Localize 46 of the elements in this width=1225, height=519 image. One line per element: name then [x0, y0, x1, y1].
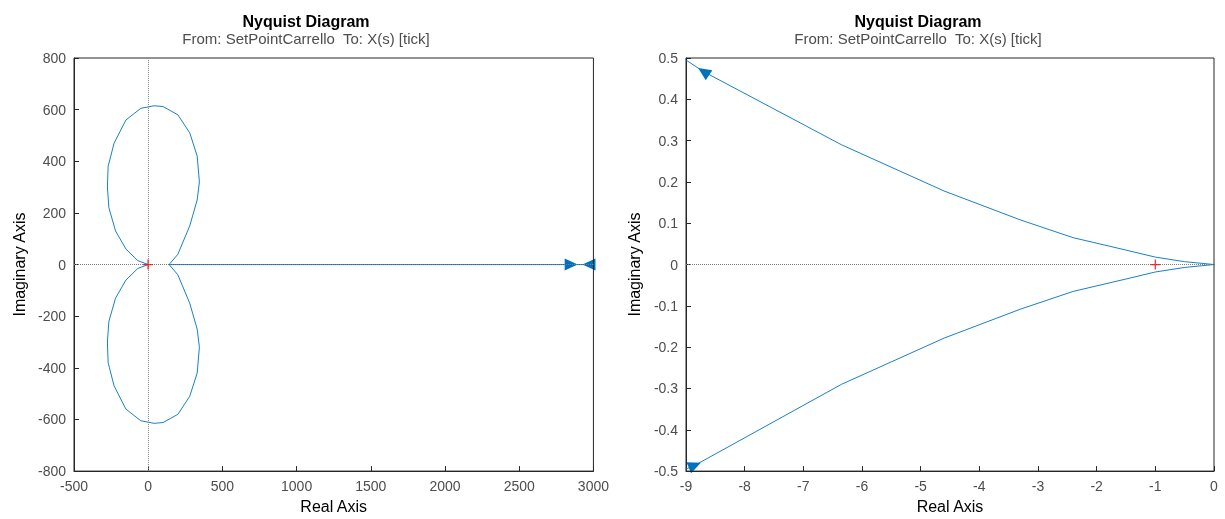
y-tick-label: 200: [42, 204, 67, 221]
y-tick-label: 0.4: [658, 91, 679, 108]
y-tick-label: -0.2: [653, 339, 679, 356]
y-tick-label: -0.3: [653, 380, 679, 397]
x-tick-label: 2500: [503, 478, 535, 495]
x-tick-label: -6: [855, 478, 869, 495]
chart-title: Nyquist Diagram: [242, 12, 370, 30]
x-tick-label: -9: [679, 478, 693, 495]
y-tick-label: 600: [42, 101, 67, 118]
y-tick-label: -200: [37, 308, 67, 325]
x-axis-title: Real Axis: [916, 497, 984, 515]
y-tick-label: 0.2: [658, 173, 679, 190]
y-tick-label: -0.5: [653, 463, 679, 480]
y-tick-label: -800: [37, 463, 67, 480]
x-tick-label: -4: [973, 478, 986, 495]
y-tick-label: -0.4: [653, 421, 679, 438]
y-axis-title: Imaginary Axis: [10, 212, 28, 317]
chart-subtitle: From: SetPointCarrello To: X(s) [tick]: [182, 30, 430, 47]
y-tick-label: 800: [42, 50, 67, 66]
x-tick-label: 2000: [429, 478, 461, 495]
x-tick-label: 1500: [355, 478, 387, 495]
y-tick-label: -600: [37, 411, 67, 428]
y-tick-label: 400: [42, 153, 67, 170]
y-tick-label: 0.1: [658, 215, 679, 232]
x-tick-label: 3000: [577, 478, 610, 495]
y-tick-label: 0.5: [658, 50, 679, 66]
y-tick-label: 0: [670, 256, 679, 273]
y-tick-label: -400: [37, 359, 67, 376]
x-tick-label: -500: [59, 478, 89, 495]
chart-title: Nyquist Diagram: [854, 12, 982, 30]
y-axis-title: Imaginary Axis: [626, 212, 644, 317]
x-axis-title: Real Axis: [300, 497, 368, 515]
x-tick-label: -5: [914, 478, 928, 495]
y-tick-label: -0.1: [653, 297, 679, 314]
chart-subtitle: From: SetPointCarrello To: X(s) [tick]: [794, 30, 1042, 47]
x-tick-label: -7: [797, 478, 810, 495]
y-tick-label: 0.3: [658, 132, 679, 149]
x-tick-label: 1000: [281, 478, 313, 495]
x-tick-label: 500: [210, 478, 235, 495]
x-tick-label: 0: [1210, 478, 1219, 495]
x-tick-label: -3: [1031, 478, 1045, 495]
y-tick-label: 0: [58, 256, 67, 273]
x-tick-label: -8: [738, 478, 752, 495]
x-tick-label: -2: [1090, 478, 1104, 495]
x-tick-label: 0: [144, 478, 153, 495]
x-tick-label: -1: [1149, 478, 1162, 495]
